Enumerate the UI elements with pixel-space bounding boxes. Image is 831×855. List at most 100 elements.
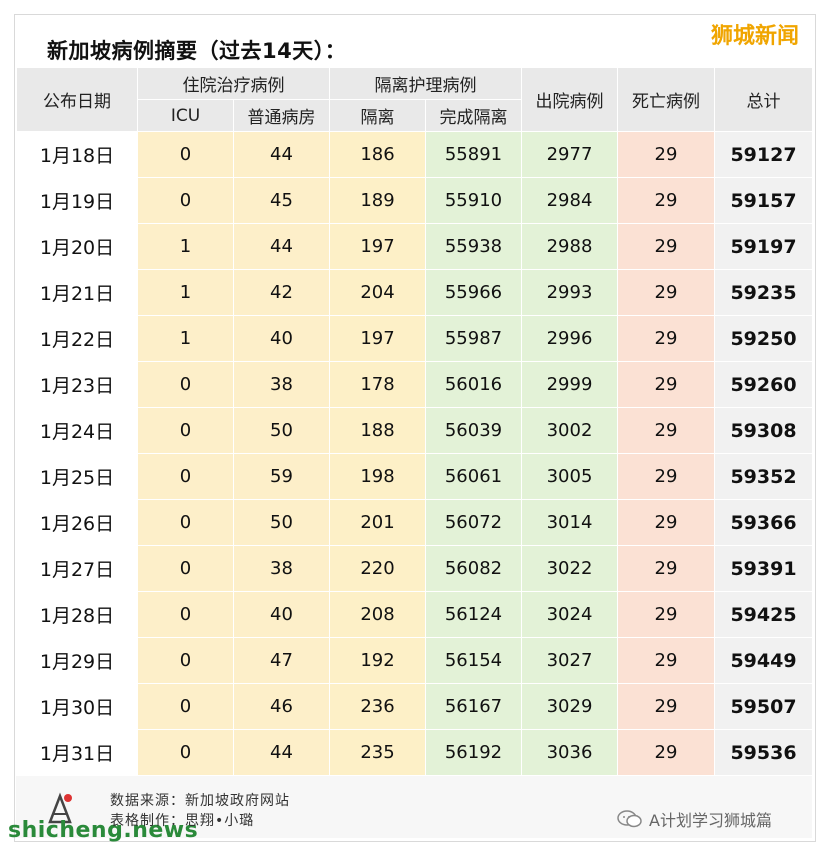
cell-date: 1月31日 bbox=[16, 729, 138, 776]
cell-date: 1月23日 bbox=[16, 361, 138, 408]
cell-icu: 1 bbox=[137, 269, 234, 316]
cell-isolation: 178 bbox=[329, 361, 426, 408]
header-discharged: 出院病例 bbox=[521, 67, 618, 132]
cell-deaths: 29 bbox=[617, 453, 715, 500]
cell-ward: 38 bbox=[233, 545, 330, 592]
cell-date: 1月22日 bbox=[16, 315, 138, 362]
cell-ward: 42 bbox=[233, 269, 330, 316]
table-row: 1月20日 1 44 197 55938 2988 29 59197 bbox=[16, 223, 813, 270]
table-row: 1月24日 0 50 188 56039 3002 29 59308 bbox=[16, 407, 813, 454]
cell-done-isolation: 55938 bbox=[425, 223, 522, 270]
table-row: 1月18日 0 44 186 55891 2977 29 59127 bbox=[16, 131, 813, 178]
cell-date: 1月24日 bbox=[16, 407, 138, 454]
cell-ward: 44 bbox=[233, 131, 330, 178]
header-ward: 普通病房 bbox=[233, 99, 330, 132]
cell-ward: 44 bbox=[233, 223, 330, 270]
cell-done-isolation: 55987 bbox=[425, 315, 522, 362]
cell-date: 1月25日 bbox=[16, 453, 138, 500]
cell-total: 59425 bbox=[714, 591, 813, 638]
cell-icu: 0 bbox=[137, 177, 234, 224]
cell-discharged: 3022 bbox=[521, 545, 618, 592]
cell-deaths: 29 bbox=[617, 223, 715, 270]
cell-total: 59250 bbox=[714, 315, 813, 362]
cell-icu: 0 bbox=[137, 499, 234, 546]
cell-done-isolation: 56082 bbox=[425, 545, 522, 592]
cell-ward: 44 bbox=[233, 729, 330, 776]
cell-total: 59391 bbox=[714, 545, 813, 592]
cell-done-isolation: 56016 bbox=[425, 361, 522, 408]
cell-isolation: 236 bbox=[329, 683, 426, 730]
cell-ward: 50 bbox=[233, 499, 330, 546]
site-watermark: shicheng.news bbox=[8, 818, 199, 843]
cell-done-isolation: 56039 bbox=[425, 407, 522, 454]
cell-ward: 50 bbox=[233, 407, 330, 454]
cell-discharged: 2993 bbox=[521, 269, 618, 316]
table-row: 1月26日 0 50 201 56072 3014 29 59366 bbox=[16, 499, 813, 546]
table-row: 1月28日 0 40 208 56124 3024 29 59425 bbox=[16, 591, 813, 638]
cell-discharged: 3027 bbox=[521, 637, 618, 684]
cell-isolation: 198 bbox=[329, 453, 426, 500]
cell-ward: 59 bbox=[233, 453, 330, 500]
cell-discharged: 2984 bbox=[521, 177, 618, 224]
table-row: 1月22日 1 40 197 55987 2996 29 59250 bbox=[16, 315, 813, 362]
cell-total: 59507 bbox=[714, 683, 813, 730]
cell-deaths: 29 bbox=[617, 177, 715, 224]
cell-isolation: 189 bbox=[329, 177, 426, 224]
cell-date: 1月30日 bbox=[16, 683, 138, 730]
cell-done-isolation: 56061 bbox=[425, 453, 522, 500]
table-row: 1月31日 0 44 235 56192 3036 29 59536 bbox=[16, 729, 813, 776]
made-by: 表格制作：思翔•小璐 bbox=[110, 813, 255, 829]
cell-done-isolation: 56072 bbox=[425, 499, 522, 546]
cell-date: 1月29日 bbox=[16, 637, 138, 684]
cell-icu: 0 bbox=[137, 637, 234, 684]
cell-done-isolation: 56154 bbox=[425, 637, 522, 684]
cell-ward: 47 bbox=[233, 637, 330, 684]
cell-total: 59235 bbox=[714, 269, 813, 316]
cell-discharged: 2996 bbox=[521, 315, 618, 362]
cell-isolation: 208 bbox=[329, 591, 426, 638]
cell-isolation: 201 bbox=[329, 499, 426, 546]
table-row: 1月30日 0 46 236 56167 3029 29 59507 bbox=[16, 683, 813, 730]
header-total: 总计 bbox=[714, 67, 813, 132]
cell-total: 59127 bbox=[714, 131, 813, 178]
cell-icu: 0 bbox=[137, 407, 234, 454]
header-isolation: 隔离护理病例 bbox=[329, 67, 522, 100]
cell-deaths: 29 bbox=[617, 545, 715, 592]
table-row: 1月21日 1 42 204 55966 2993 29 59235 bbox=[16, 269, 813, 316]
cell-deaths: 29 bbox=[617, 637, 715, 684]
cell-isolation: 186 bbox=[329, 131, 426, 178]
cell-deaths: 29 bbox=[617, 729, 715, 776]
cases-table: 公布日期 住院治疗病例 隔离护理病例 出院病例 死亡病例 总计 ICU 普通病房… bbox=[16, 67, 813, 776]
cell-icu: 0 bbox=[137, 729, 234, 776]
cell-date: 1月19日 bbox=[16, 177, 138, 224]
cell-total: 59308 bbox=[714, 407, 813, 454]
cell-date: 1月20日 bbox=[16, 223, 138, 270]
header-date: 公布日期 bbox=[16, 67, 138, 132]
cell-total: 59197 bbox=[714, 223, 813, 270]
cell-done-isolation: 56167 bbox=[425, 683, 522, 730]
footer bbox=[16, 776, 812, 838]
cell-isolation: 188 bbox=[329, 407, 426, 454]
cell-deaths: 29 bbox=[617, 407, 715, 454]
header-icu: ICU bbox=[137, 99, 234, 132]
cell-discharged: 3005 bbox=[521, 453, 618, 500]
cell-date: 1月28日 bbox=[16, 591, 138, 638]
cell-isolation: 220 bbox=[329, 545, 426, 592]
table-row: 1月27日 0 38 220 56082 3022 29 59391 bbox=[16, 545, 813, 592]
cell-ward: 40 bbox=[233, 315, 330, 362]
cell-icu: 0 bbox=[137, 361, 234, 408]
table-body: 1月18日 0 44 186 55891 2977 29 59127 1月19日 0 45 189 55… bbox=[16, 131, 813, 776]
cell-icu: 0 bbox=[137, 545, 234, 592]
header-hospital: 住院治疗病例 bbox=[137, 67, 330, 100]
cell-done-isolation: 56124 bbox=[425, 591, 522, 638]
cell-total: 59260 bbox=[714, 361, 813, 408]
cell-total: 59536 bbox=[714, 729, 813, 776]
cell-deaths: 29 bbox=[617, 591, 715, 638]
header-iso: 隔离 bbox=[329, 99, 426, 132]
cell-date: 1月21日 bbox=[16, 269, 138, 316]
cell-isolation: 197 bbox=[329, 315, 426, 362]
cell-total: 59366 bbox=[714, 499, 813, 546]
cell-deaths: 29 bbox=[617, 131, 715, 178]
cell-discharged: 3036 bbox=[521, 729, 618, 776]
cell-discharged: 3002 bbox=[521, 407, 618, 454]
